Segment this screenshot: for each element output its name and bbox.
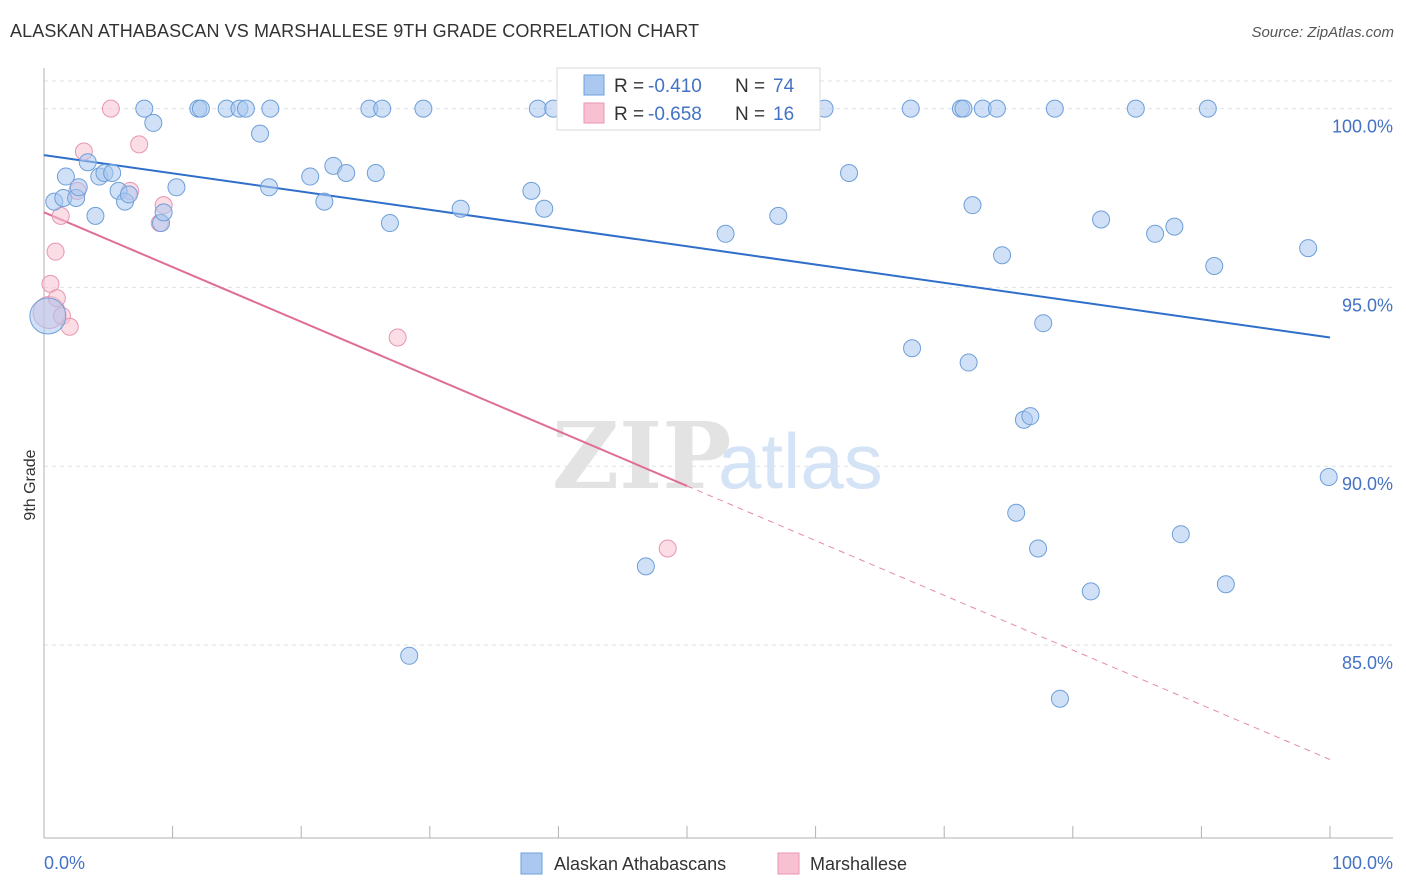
watermark-zip: ZIP (552, 402, 731, 510)
point-marshallese (46, 242, 65, 261)
legend-bottom: Alaskan Athabascans Marshallese (520, 852, 907, 875)
point-alaskan-athabascan (903, 339, 922, 358)
legend-n-label-2: N = (735, 104, 765, 125)
point-alaskan-athabascan (315, 192, 334, 211)
point-alaskan-athabascan (954, 99, 973, 118)
gridlines (44, 80, 1393, 646)
y-tick-labels: 85.0% 90.0% 95.0% 100.0% (1332, 117, 1393, 673)
point-alaskan-athabascan (451, 199, 470, 218)
point-marshallese (101, 99, 120, 118)
legend-n-value-2: 16 (773, 104, 794, 125)
point-alaskan-athabascan (78, 153, 97, 172)
watermark-atlas: atlas (718, 417, 883, 505)
point-alaskan-athabascan (1126, 99, 1145, 118)
legend-n-value-1: 74 (773, 76, 795, 97)
point-alaskan-athabascan (69, 178, 88, 197)
point-alaskan-athabascan (373, 99, 392, 118)
point-alaskan-athabascan (716, 224, 735, 243)
point-marshallese (658, 539, 677, 558)
point-alaskan-athabascan (1216, 575, 1235, 594)
point-alaskan-athabascan (366, 163, 385, 182)
legend-r-label-2: R = (614, 104, 644, 125)
point-alaskan-athabascan (400, 646, 419, 665)
axes (43, 68, 1393, 839)
legend-top: R = -0.410 N = 74 R = -0.658 N = 16 (556, 67, 821, 131)
point-alaskan-athabascan (1299, 239, 1318, 258)
legend-bottom-label-blue: Alaskan Athabascans (554, 854, 726, 874)
x-tick-label-0: 0.0% (44, 853, 85, 873)
point-alaskan-athabascan (993, 246, 1012, 265)
legend-n-label-1: N = (735, 76, 765, 97)
y-tick-label-2: 95.0% (1342, 295, 1393, 315)
point-alaskan-athabascan (380, 214, 399, 233)
y-axis-label: 9th Grade (22, 449, 39, 520)
scatter-points (29, 99, 1338, 708)
point-alaskan-athabascan (1034, 314, 1053, 333)
point-alaskan-athabascan (414, 99, 433, 118)
point-alaskan-athabascan (301, 167, 320, 186)
point-alaskan-athabascan (963, 196, 982, 215)
point-alaskan-athabascan (135, 99, 154, 118)
legend-bottom-label-pink: Marshallese (810, 854, 907, 874)
watermark: ZIP atlas (552, 402, 883, 510)
chart-title: ALASKAN ATHABASCAN VS MARSHALLESE 9TH GR… (10, 21, 700, 41)
point-alaskan-athabascan (769, 206, 788, 225)
point-alaskan-athabascan (1205, 256, 1224, 275)
point-alaskan-athabascan (1319, 467, 1338, 486)
legend-r-label-1: R = (614, 76, 644, 97)
point-alaskan-athabascan (236, 99, 255, 118)
point-alaskan-athabascan (1045, 99, 1064, 118)
point-alaskan-athabascan (191, 99, 210, 118)
point-alaskan-athabascan (56, 167, 75, 186)
trendline-marshallese-extrapolated (686, 485, 1331, 760)
point-alaskan-athabascan (1029, 539, 1048, 558)
point-marshallese (130, 135, 149, 154)
legend-bottom-swatch-blue (520, 852, 543, 875)
point-alaskan-athabascan (522, 181, 541, 200)
trendline-marshallese (43, 211, 688, 487)
point-alaskan-athabascan (1021, 407, 1040, 426)
point-alaskan-athabascan (1165, 217, 1184, 236)
x-tick-label-1: 100.0% (1332, 853, 1393, 873)
y-tick-label-3: 100.0% (1332, 117, 1393, 137)
point-alaskan-athabascan (144, 113, 163, 132)
point-alaskan-athabascan (103, 163, 122, 182)
trendline-alaskan-athabascans (43, 154, 1331, 339)
point-alaskan-athabascan (337, 163, 356, 182)
point-marshallese (388, 328, 407, 347)
y-tick-label-1: 90.0% (1342, 474, 1393, 494)
legend-swatch-blue (583, 74, 605, 96)
point-alaskan-athabascan (840, 163, 859, 182)
point-alaskan-athabascan (901, 99, 920, 118)
point-alaskan-athabascan (1007, 503, 1026, 522)
legend-r-value-2: -0.658 (648, 104, 702, 125)
point-alaskan-athabascan (251, 124, 270, 143)
legend-swatch-pink (583, 102, 605, 124)
point-alaskan-athabascan (1092, 210, 1111, 229)
point-alaskan-athabascan (29, 297, 67, 335)
chart-source: Source: ZipAtlas.com (1251, 24, 1394, 41)
point-alaskan-athabascan (959, 353, 978, 372)
point-alaskan-athabascan (1050, 689, 1069, 708)
point-alaskan-athabascan (636, 557, 655, 576)
point-alaskan-athabascan (167, 178, 186, 197)
point-alaskan-athabascan (1198, 99, 1217, 118)
legend-bottom-swatch-pink (777, 852, 800, 875)
point-alaskan-athabascan (119, 185, 138, 204)
point-alaskan-athabascan (535, 199, 554, 218)
y-tick-label-0: 85.0% (1342, 653, 1393, 673)
point-alaskan-athabascan (528, 99, 547, 118)
trendlines (43, 154, 1331, 760)
point-alaskan-athabascan (86, 206, 105, 225)
legend-r-value-1: -0.410 (648, 76, 702, 97)
point-alaskan-athabascan (1146, 224, 1165, 243)
point-alaskan-athabascan (1171, 525, 1190, 544)
point-alaskan-athabascan (1081, 582, 1100, 601)
point-alaskan-athabascan (261, 99, 280, 118)
x-tick-labels: 0.0% 100.0% (44, 853, 1393, 873)
point-alaskan-athabascan (260, 178, 279, 197)
point-alaskan-athabascan (154, 203, 173, 222)
point-alaskan-athabascan (987, 99, 1006, 118)
